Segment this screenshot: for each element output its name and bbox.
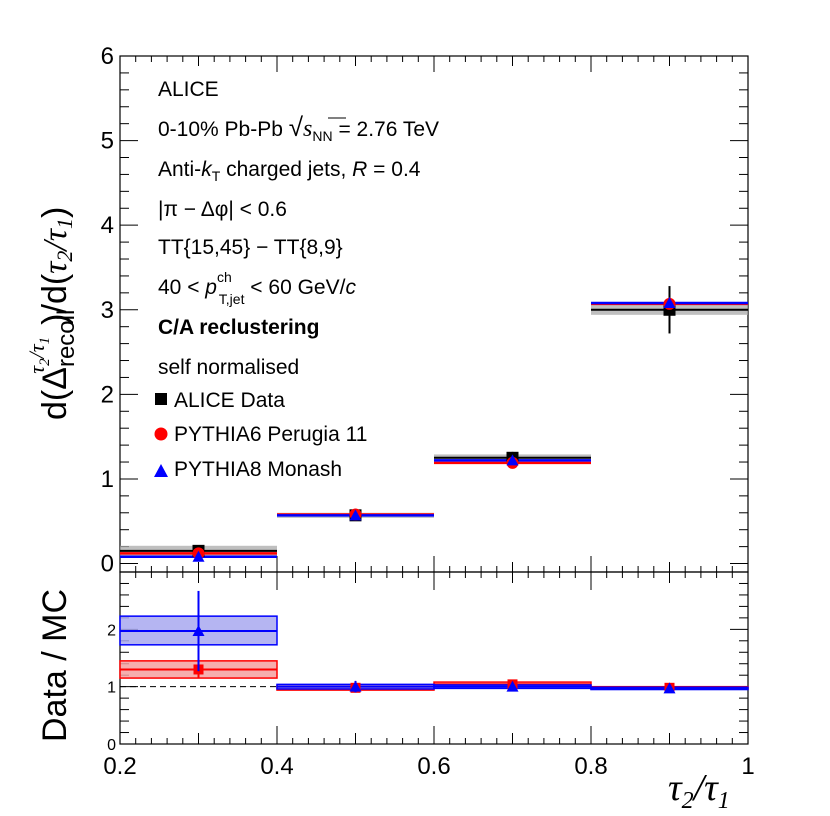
y-tick-label-ratio: 2 bbox=[107, 622, 116, 639]
y-tick-label-main: 3 bbox=[101, 297, 114, 324]
annotation-reclustering: C/A reclustering bbox=[158, 316, 319, 339]
annotation-pt-range: 40 < pch T,jet < 60 GeV/c bbox=[158, 269, 356, 307]
main-data-marks bbox=[120, 286, 748, 562]
y-tick-label-main: 6 bbox=[101, 43, 114, 70]
annotation-dphi: |π − Δφ| < 0.6 bbox=[158, 198, 287, 221]
annotation-experiment: ALICE bbox=[158, 78, 219, 101]
legend-marker-pythia8 bbox=[154, 464, 168, 477]
x-tick-label: 1 bbox=[741, 753, 754, 780]
x-axis-title: τ2/τ1 bbox=[668, 767, 730, 814]
main-axis-ticks: 0 1 2 3 4 5 6 bbox=[101, 43, 749, 578]
legend-marker-data bbox=[155, 393, 167, 405]
y-tick-label-ratio: 0 bbox=[107, 737, 116, 754]
y-tick-label-main: 4 bbox=[101, 212, 114, 239]
ratio-pythia8-point bbox=[349, 680, 362, 692]
annotation-jets: Anti-kT charged jets, R = 0.4 bbox=[158, 158, 421, 184]
pythia8-point bbox=[663, 297, 676, 309]
legend-label-pythia8: PYTHIA8 Monash bbox=[174, 458, 342, 481]
ratio-pythia8-point bbox=[663, 682, 676, 694]
legend: ALICE Data PYTHIA6 Perugia 11 PYTHIA8 Mo… bbox=[154, 389, 367, 481]
x-tick-label: 0.6 bbox=[417, 753, 450, 780]
annotation-tt: TT{15,45} − TT{8,9} bbox=[158, 236, 343, 259]
y-tick-label-main: 0 bbox=[101, 551, 114, 578]
legend-marker-pythia6 bbox=[154, 427, 168, 441]
y-tick-label-main: 5 bbox=[101, 128, 114, 155]
pythia8-point bbox=[192, 550, 205, 562]
y-tick-label-main: 2 bbox=[101, 381, 114, 408]
ratio-panel-frame bbox=[119, 571, 749, 745]
ratio-y-axis-title: Data / MC bbox=[36, 589, 74, 742]
x-tick-label: 0.2 bbox=[103, 753, 136, 780]
pythia8-point bbox=[506, 454, 519, 466]
legend-label-pythia6: PYTHIA6 Perugia 11 bbox=[174, 423, 367, 446]
ratio-pythia8-point bbox=[192, 625, 205, 637]
ratio-pythia8-point bbox=[506, 680, 519, 692]
ratio-data-marks bbox=[119, 590, 749, 694]
x-tick-label: 0.4 bbox=[260, 753, 293, 780]
y-tick-label-main: 1 bbox=[101, 466, 114, 493]
x-tick-label: 0.8 bbox=[574, 753, 607, 780]
main-y-axis-title: d(Δrecoilτ2/τ1)/d(τ2/τ1) bbox=[24, 207, 80, 420]
y-tick-label-ratio: 1 bbox=[107, 680, 116, 697]
annotation-normalisation: self normalised bbox=[158, 356, 299, 379]
pythia8-point bbox=[349, 509, 362, 521]
legend-label-data: ALICE Data bbox=[174, 389, 285, 412]
annotation-block: ALICE 0-10% Pb-Pb √sNN = 2.76 TeV Anti-k… bbox=[158, 78, 439, 379]
annotation-system: 0-10% Pb-Pb √sNN = 2.76 TeV bbox=[158, 112, 439, 144]
